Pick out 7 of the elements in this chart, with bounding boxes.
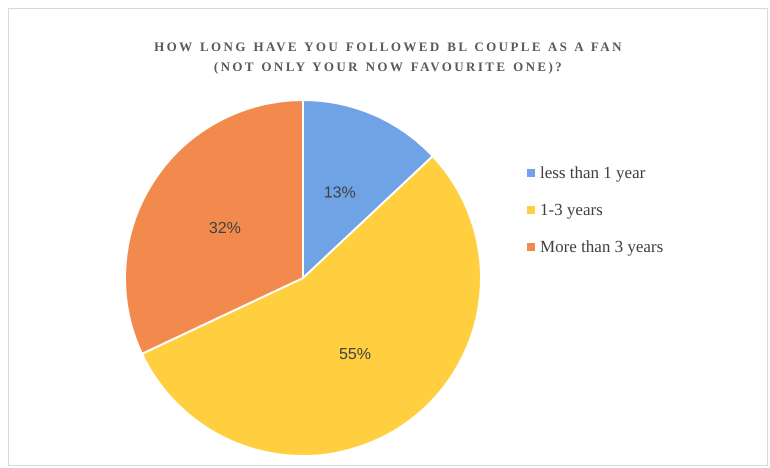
legend-label: less than 1 year: [540, 162, 646, 184]
legend-label: More than 3 years: [540, 236, 664, 258]
data-label: 13%: [324, 184, 356, 202]
legend-label: 1-3 years: [540, 199, 603, 221]
data-label: 32%: [208, 220, 241, 237]
chart-title: HOW LONG HAVE YOU FOLLOWED BL COUPLE AS A FAN (NOT ONLY YOUR NOW FAVOURITE ONE)?: [154, 38, 624, 76]
data-label: 55%: [339, 346, 372, 364]
